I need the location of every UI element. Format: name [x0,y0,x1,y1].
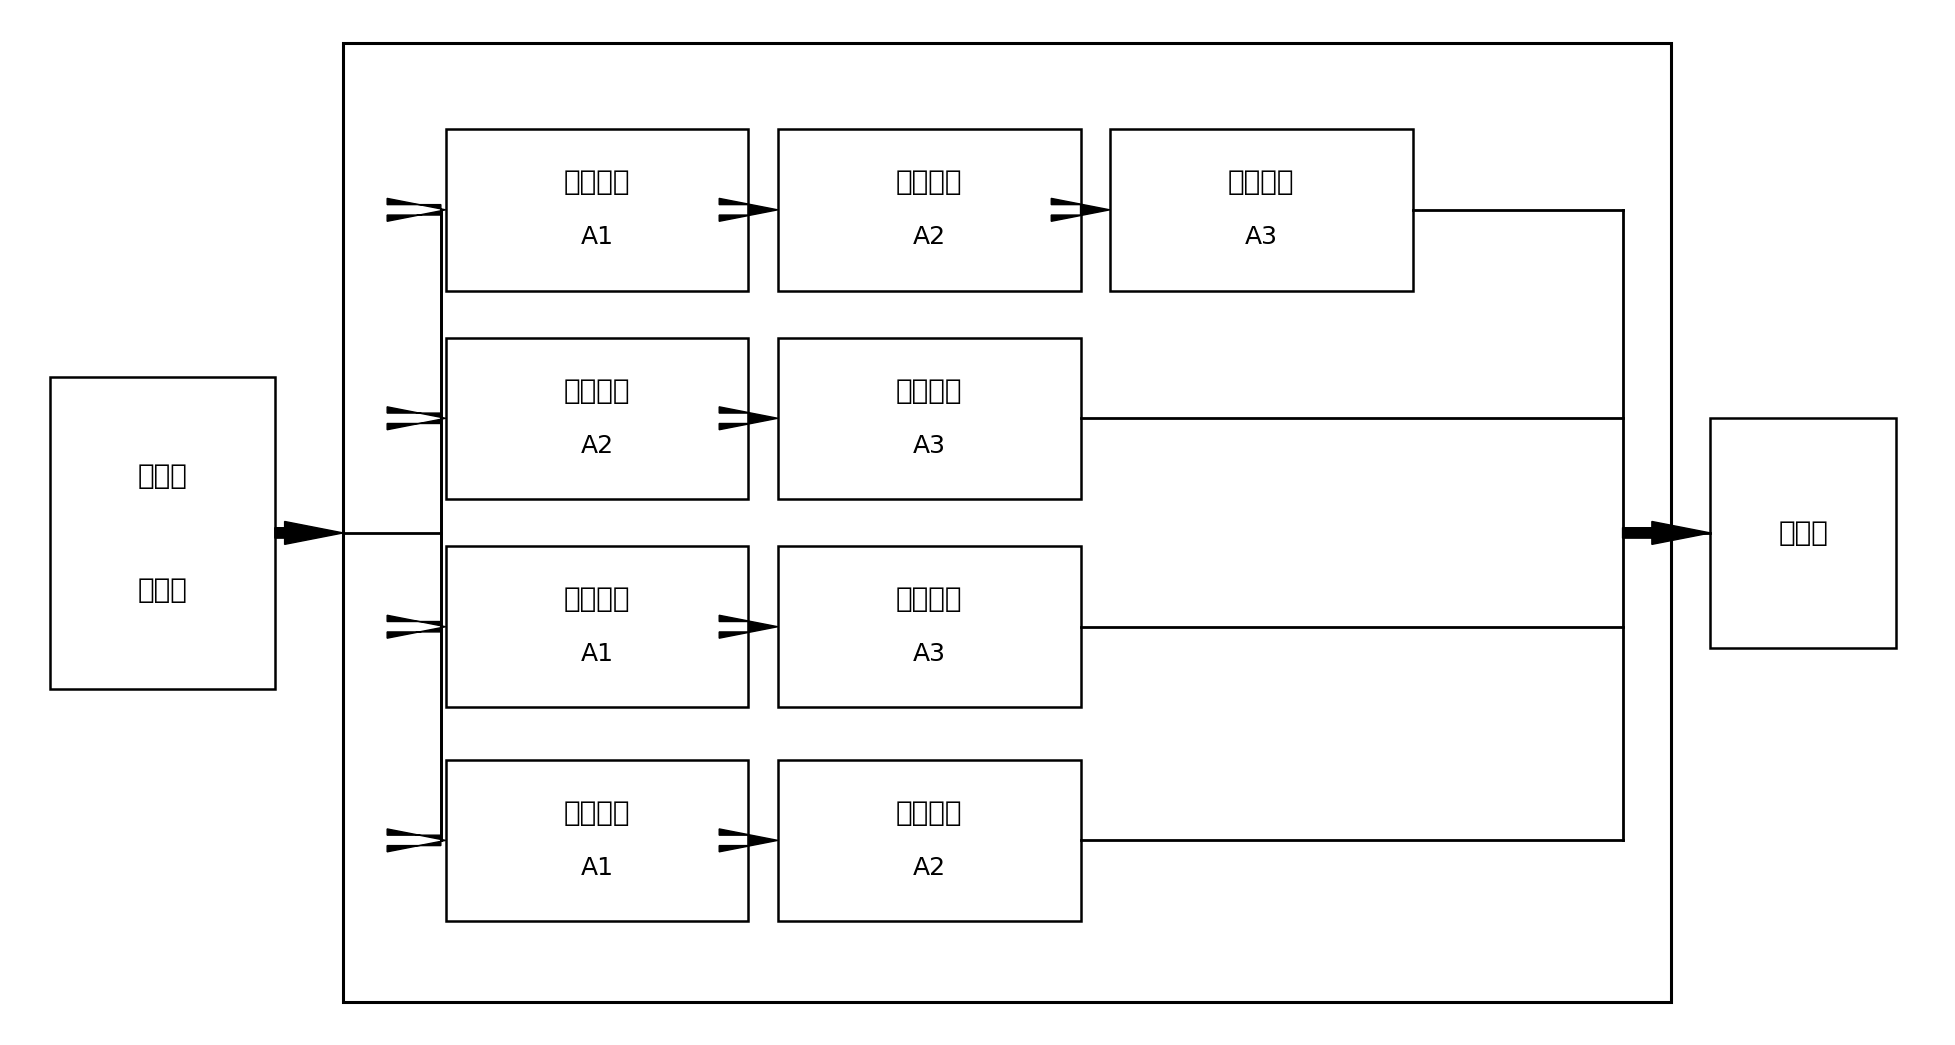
Text: A3: A3 [1243,226,1277,250]
FancyArrow shape [387,407,446,429]
FancyArrow shape [387,829,446,852]
Text: A2: A2 [913,226,946,250]
Bar [778,338,1079,500]
FancyArrow shape [1623,521,1709,544]
Bar [342,43,1670,1002]
FancyArrow shape [1050,199,1108,222]
Text: 脉冲源: 脉冲源 [137,576,188,604]
FancyArrow shape [387,616,446,638]
FancyArrow shape [276,521,342,544]
Text: A3: A3 [913,643,944,666]
Bar [51,376,276,690]
FancyArrow shape [719,199,778,222]
Text: 衰减器二: 衰减器二 [895,168,962,196]
Text: 衰减器三: 衰减器三 [895,799,962,827]
Text: 衰减器二: 衰减器二 [895,377,962,404]
Text: 衰减器二: 衰减器二 [563,799,630,827]
Bar [446,130,749,291]
Text: A1: A1 [581,226,614,250]
Bar [778,130,1079,291]
Text: A3: A3 [913,434,944,458]
Text: A2: A2 [913,856,946,880]
Bar [446,545,749,707]
Text: 衰减器三: 衰减器三 [1228,168,1294,196]
Bar [446,338,749,500]
FancyArrow shape [719,829,778,852]
Bar [778,545,1079,707]
Text: A1: A1 [581,856,614,880]
Text: A2: A2 [581,434,614,458]
Text: A1: A1 [581,643,614,666]
Text: 示波器: 示波器 [1777,519,1828,547]
Text: 衰减器一: 衰减器一 [563,585,630,613]
Text: 超宽谱: 超宽谱 [137,462,188,490]
Bar [446,760,749,921]
Bar [1709,418,1894,648]
Text: 衰减器一: 衰减器一 [563,377,630,404]
Text: 衰减器一: 衰减器一 [563,168,630,196]
FancyArrow shape [387,199,446,222]
Bar [1108,130,1412,291]
FancyArrow shape [719,407,778,429]
Text: 衰减器三: 衰减器三 [895,585,962,613]
FancyArrow shape [719,616,778,638]
Bar [778,760,1079,921]
